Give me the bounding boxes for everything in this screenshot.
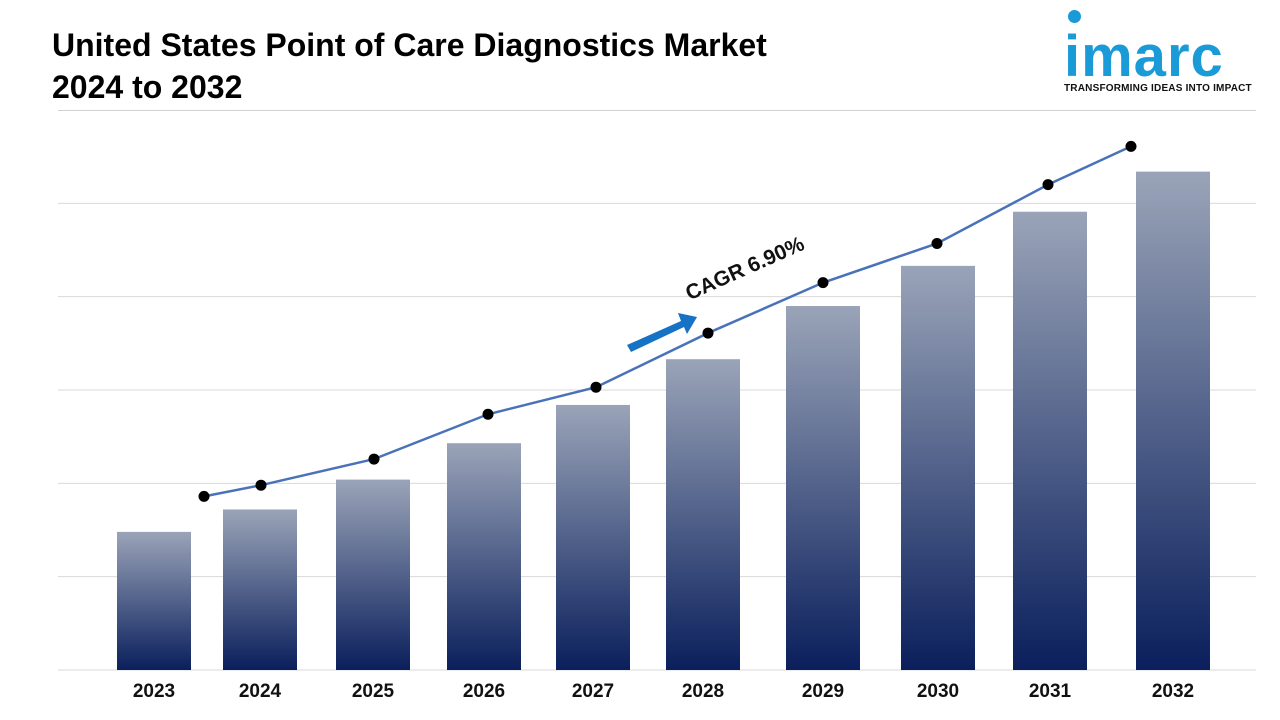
x-tick-label: 2030 [917,681,959,702]
trend-point [255,479,267,491]
title-divider [58,110,1256,111]
x-tick-label: 2028 [682,681,724,702]
cagr-arrow [627,313,697,352]
bar-2028 [666,359,740,670]
bar-2030 [901,265,975,670]
bar-2026 [447,443,521,670]
trend-point [1042,179,1054,191]
trend-point [590,381,602,393]
trend-line [203,145,1132,498]
x-tick-label: 2025 [352,681,395,702]
title-line-1: United States Point of Care Diagnostics … [52,27,767,63]
bar-2032 [1136,171,1210,670]
trend-point [702,327,714,339]
x-tick-label: 2024 [239,681,282,702]
trend-point [198,490,210,502]
x-tick-label: 2026 [463,681,505,702]
bar-2031 [1013,211,1087,670]
x-tick-label: 2032 [1152,681,1194,702]
bar-2025 [336,479,410,670]
logo-tagline: TRANSFORMING IDEAS INTO IMPACT [1064,83,1252,94]
trend-point [817,277,829,289]
imarc-logo: imarc TRANSFORMING IDEAS INTO IMPACT [1064,10,1270,100]
x-tick-label: 2023 [133,681,175,702]
x-tick-label: 2029 [802,681,844,702]
bars [117,171,1210,670]
bar-2024 [223,509,297,670]
trend-point [368,453,380,465]
trend-point [931,237,943,249]
logo-dot-icon [1068,10,1081,23]
x-tick-label: 2031 [1029,681,1072,702]
x-tick-label: 2027 [572,681,614,702]
bar-2027 [556,404,630,670]
logo-wordmark: imarc [1064,24,1224,89]
cagr-arrow-icon [627,313,697,352]
chart-title: United States Point of Care Diagnostics … [52,24,767,108]
trend-point [1125,140,1137,152]
trend-line-layer [198,140,1137,502]
title-line-2: 2024 to 2032 [52,69,243,105]
trend-point [482,408,494,420]
bar-2023 [117,531,191,670]
x-axis-labels: 2023 2024 2025 2026 2027 2028 2029 2030 2031 2032 [133,681,1194,702]
bar-2029 [786,306,860,670]
